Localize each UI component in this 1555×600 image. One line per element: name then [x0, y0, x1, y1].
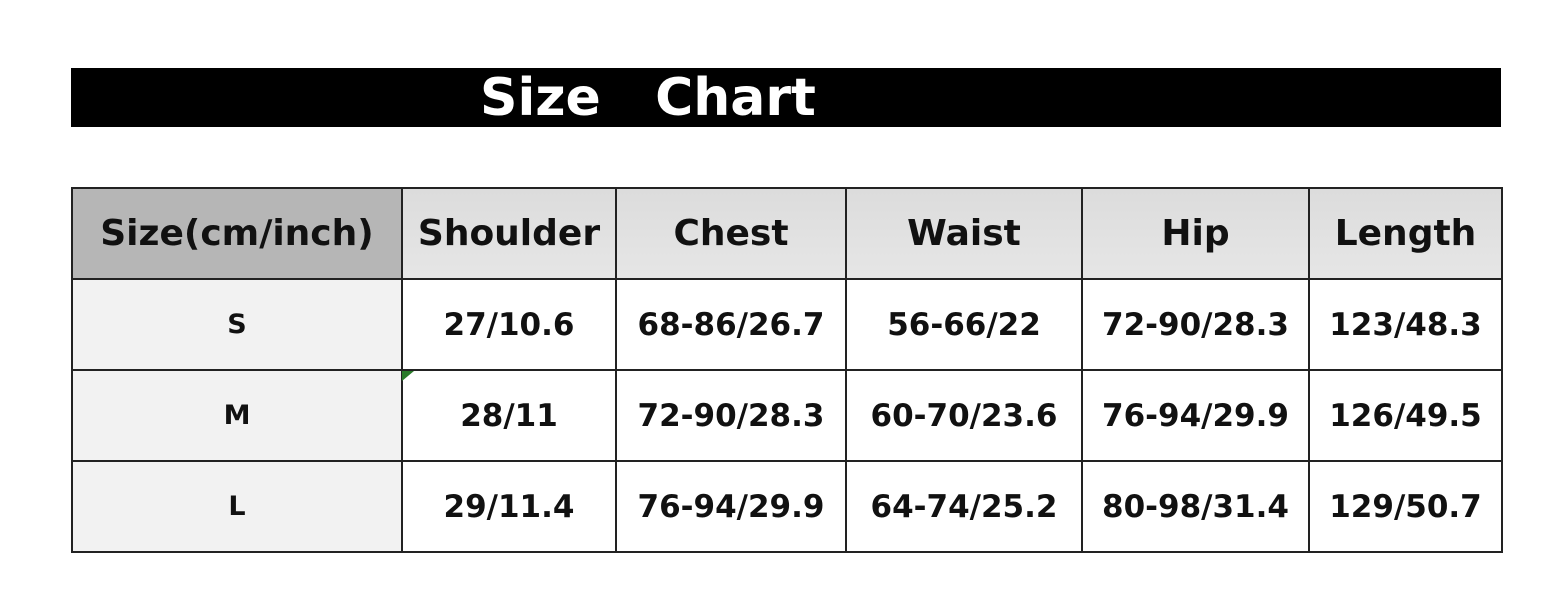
table-row: S 27/10.6 68-86/26.7 56-66/22 72-90/28.3 123/… — [71, 278, 1503, 371]
measurement-cell: 129/50.7 — [1308, 460, 1503, 553]
measurement-cell: 68-86/26.7 — [615, 278, 847, 371]
column-header: Chest — [615, 187, 847, 280]
column-header: Length — [1308, 187, 1503, 280]
size-label-cell: S — [71, 278, 403, 371]
size-table: Size(cm/inch) Shoulder Chest Waist Hip Length… — [71, 187, 1503, 553]
chart-title: Size Chart — [480, 68, 816, 128]
measurement-cell: 60-70/23.6 — [845, 369, 1083, 462]
measurement-cell: 80-98/31.4 — [1081, 460, 1310, 553]
measurement-cell: 72-90/28.3 — [1081, 278, 1310, 371]
measurement-cell: 76-94/29.9 — [1081, 369, 1310, 462]
measurement-cell: 126/49.5 — [1308, 369, 1503, 462]
measurement-cell: 28/11 — [401, 369, 617, 462]
cell-comment-marker — [402, 371, 414, 381]
measurement-cell: 123/48.3 — [1308, 278, 1503, 371]
column-header: Hip — [1081, 187, 1310, 280]
column-header: Shoulder — [401, 187, 617, 280]
column-header: Waist — [845, 187, 1083, 280]
table-row: L 29/11.4 76-94/29.9 64-74/25.2 80-98/31.4 12… — [71, 460, 1503, 553]
measurement-cell: 72-90/28.3 — [615, 369, 847, 462]
measurement-cell: 29/11.4 — [401, 460, 617, 553]
title-bar — [71, 68, 1501, 127]
measurement-cell: 56-66/22 — [845, 278, 1083, 371]
measurement-cell: 27/10.6 — [401, 278, 617, 371]
table-row: M 28/11 72-90/28.3 60-70/23.6 76-94/29.9 126/… — [71, 369, 1503, 462]
column-header: Size(cm/inch) — [71, 187, 403, 280]
measurement-cell: 64-74/25.2 — [845, 460, 1083, 553]
measurement-cell: 76-94/29.9 — [615, 460, 847, 553]
size-label-cell: M — [71, 369, 403, 462]
size-label-cell: L — [71, 460, 403, 553]
header-row: Size(cm/inch) Shoulder Chest Waist Hip Length — [71, 187, 1503, 280]
